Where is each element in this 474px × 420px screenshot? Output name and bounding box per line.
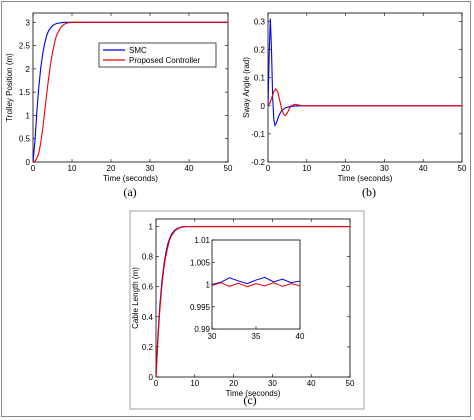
x-tick-label: 20: [229, 379, 238, 388]
x-tick-label: 0: [154, 379, 159, 388]
x-tick-label: 10: [302, 164, 311, 173]
x-tick-label: 40: [419, 164, 428, 173]
x-tick-label: 40: [185, 164, 194, 173]
inset-y-tick-label: 1.01: [194, 236, 210, 245]
y-tick-label: 0: [26, 158, 31, 167]
inset-y-tick-label: 0.995: [190, 303, 211, 312]
x-tick-label: 10: [190, 379, 199, 388]
y-tick-label: 1: [26, 111, 31, 120]
x-tick-label: 40: [307, 379, 316, 388]
legend-label: Proposed Controller: [129, 56, 200, 65]
y-tick-label: -0.1: [251, 130, 265, 139]
x-tick-label: 50: [224, 164, 233, 173]
chart-panel-a: 0 10 20 30 40 50 0 0.5 1 1.5 2 2.5 3 Time (seconds) Tr…: [5, 12, 233, 199]
y-tick-label: 3: [26, 18, 31, 27]
panel-caption: (c): [243, 393, 256, 407]
panel-caption: (b): [362, 185, 376, 199]
x-axis-label: Time (seconds): [338, 174, 393, 183]
y-tick-label: 0.3: [254, 17, 266, 26]
y-tick-label: 0: [261, 102, 266, 111]
panel-caption: (a): [123, 185, 136, 199]
y-tick-label: 2.5: [19, 42, 31, 51]
inset-x-tick-label: 35: [252, 332, 261, 341]
inset-y-tick-label: 1.005: [190, 258, 211, 267]
x-tick-label: 50: [346, 379, 355, 388]
x-tick-label: 30: [380, 164, 389, 173]
x-tick-label: 20: [107, 164, 116, 173]
x-tick-label: 20: [341, 164, 350, 173]
x-axis-label: Time (seconds): [103, 174, 158, 183]
panel-c-frame: [129, 210, 365, 410]
series-line-proposed-controller: [33, 21, 228, 162]
chart-panel-c: 0 10 20 30 40 50 0 0.2 0.4 0.6 0.8 1 Time (seconds) C…: [131, 218, 355, 407]
series-line-smc: [33, 21, 228, 162]
y-axis-label: Sway Angle (rad): [242, 57, 251, 118]
x-tick-label: 10: [68, 164, 77, 173]
y-tick-label: 0.2: [254, 46, 266, 55]
inset-series-line-smc: [211, 276, 301, 285]
y-tick-label: 1.5: [19, 88, 31, 97]
x-axis-label: Time (seconds): [226, 389, 281, 398]
x-tick-label: 0: [31, 164, 36, 173]
y-tick-label: 1: [149, 223, 154, 232]
y-tick-label: 0.6: [142, 283, 154, 292]
series-line-proposed-controller: [268, 87, 462, 117]
y-tick-label: 0.4: [142, 313, 154, 322]
x-tick-label: 50: [458, 164, 467, 173]
chart-panel-b: 0 10 20 30 40 50 -0.2 -0.1 0 0.1 0.2 0.3 Time (secon…: [242, 12, 467, 199]
inset-zoom: 30 35 40 0.99 0.995 1 1.005 1.01: [190, 236, 305, 341]
plot-area: [267, 12, 463, 163]
y-tick-label: 0.2: [142, 343, 154, 352]
y-tick-label: 0.5: [19, 135, 31, 144]
inset-plot-area: [211, 239, 301, 330]
series-line-proposed-controller: [156, 225, 350, 377]
y-axis-label: Trolley Position (m): [5, 53, 14, 122]
legend-box: [98, 42, 217, 68]
x-tick-label: 30: [268, 379, 277, 388]
y-tick-label: 2: [26, 65, 31, 74]
y-tick-label: 0: [149, 373, 154, 382]
x-tick-label: 30: [146, 164, 155, 173]
legend-label: SMC: [129, 46, 147, 55]
inset-y-tick-label: 1: [206, 281, 211, 290]
y-axis-label: Cable Length (m): [131, 267, 140, 329]
x-tick-label: 0: [266, 164, 271, 173]
inset-y-tick-label: 0.99: [194, 325, 210, 334]
inset-x-tick-label: 40: [296, 332, 305, 341]
inset-x-tick-label: 30: [208, 332, 217, 341]
inset-series-line-proposed-controller: [211, 282, 301, 288]
y-tick-label: -0.2: [251, 158, 265, 167]
plot-area: [32, 12, 229, 163]
y-tick-label: 0.8: [142, 253, 154, 262]
y-tick-label: 0.1: [254, 74, 266, 83]
